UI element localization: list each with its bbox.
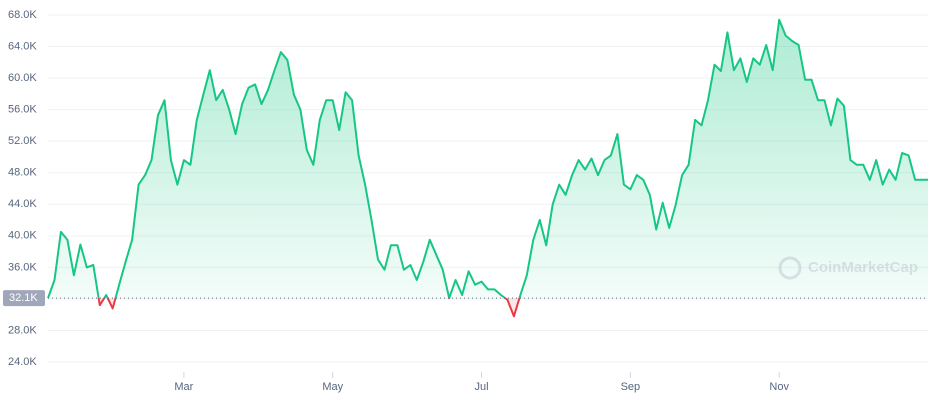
y-tick-label: 56.0K <box>8 104 37 116</box>
y-tick-label: 52.0K <box>8 135 37 147</box>
y-tick-label: 40.0K <box>8 230 37 242</box>
price-line <box>47 18 928 299</box>
y-tick-label: 60.0K <box>8 72 37 84</box>
y-tick-label: 28.0K <box>8 324 37 336</box>
baseline-label-box <box>3 290 45 307</box>
x-tick-label: Mar <box>174 381 193 393</box>
watermark-text: CoinMarketCap <box>808 259 918 276</box>
axes: 24.0K28.0K32.0K36.0K40.0K44.0K48.0K52.0K… <box>3 9 789 393</box>
y-tick-label: 36.0K <box>8 261 37 273</box>
watermark: CoinMarketCap <box>778 256 918 280</box>
plot <box>47 18 928 318</box>
y-tick-label: 48.0K <box>8 167 37 179</box>
x-tick-label: May <box>322 381 343 393</box>
x-tick-label: Nov <box>769 381 789 393</box>
baseline-label: 32.1K <box>9 292 38 304</box>
watermark-logo <box>778 256 802 280</box>
x-tick-label: Jul <box>474 381 488 393</box>
y-tick-label: 24.0K <box>8 356 37 368</box>
y-tick-label: 68.0K <box>8 9 37 21</box>
x-tick-label: Sep <box>621 381 641 393</box>
y-tick-label: 64.0K <box>8 40 37 52</box>
area-above <box>48 19 928 299</box>
y-tick-label: 44.0K <box>8 198 37 210</box>
